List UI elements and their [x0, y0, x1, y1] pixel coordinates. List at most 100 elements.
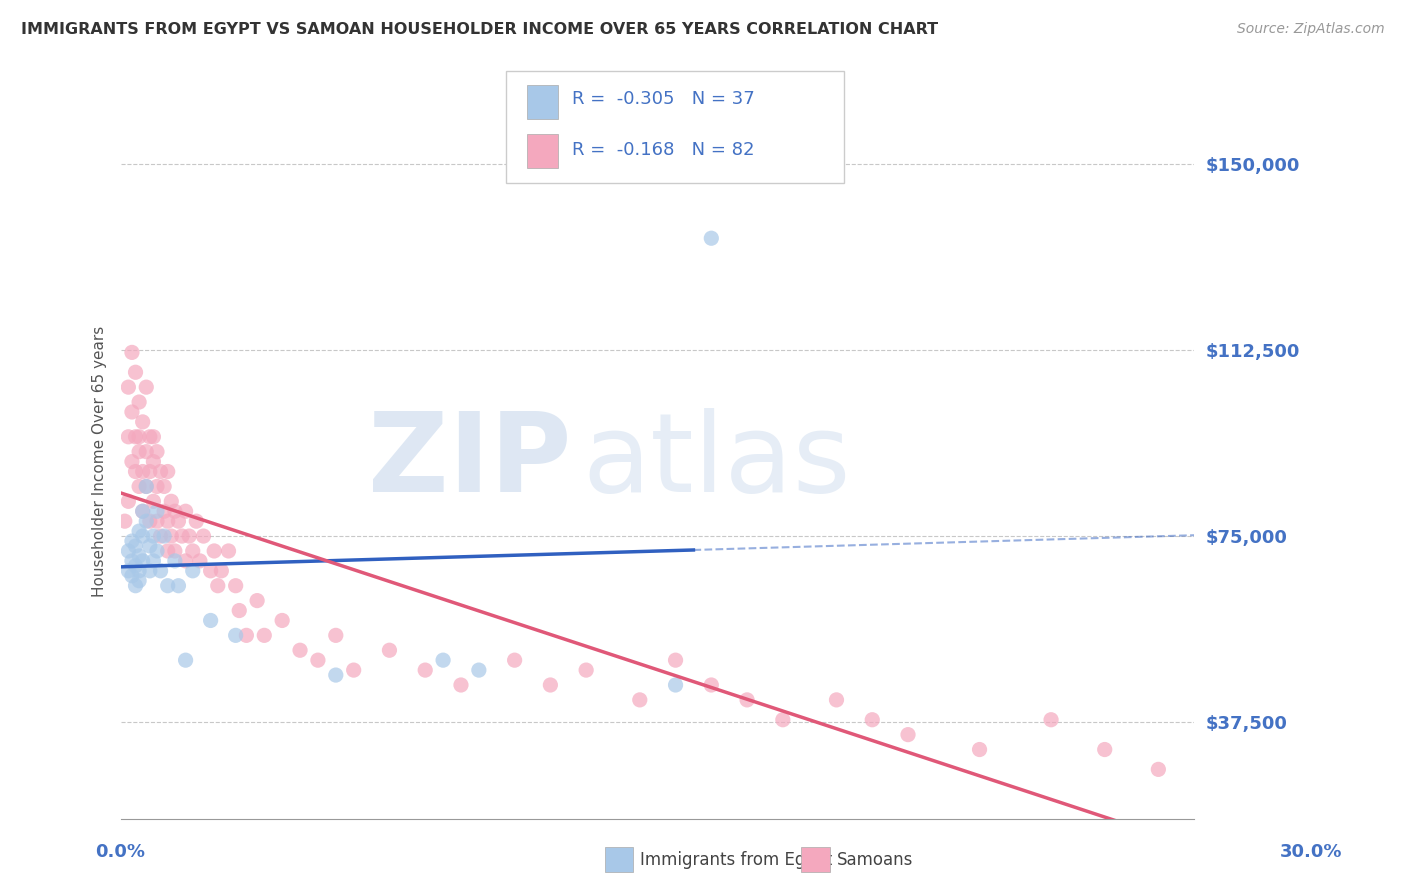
Point [128, 564, 150, 578]
Point [135, 479, 157, 493]
Point [413, 663, 436, 677]
Point [121, 454, 143, 468]
Point [167, 579, 190, 593]
Point [181, 544, 204, 558]
Point [139, 430, 162, 444]
Point [149, 465, 172, 479]
Point [193, 529, 215, 543]
Point [146, 514, 169, 528]
Point [128, 549, 150, 563]
Point [1147, 763, 1170, 777]
Point [160, 529, 183, 543]
Point [628, 693, 651, 707]
Text: ZIP: ZIP [368, 409, 572, 515]
Point [228, 603, 250, 617]
Point [139, 539, 162, 553]
Point [139, 514, 162, 528]
Point [128, 524, 150, 538]
Point [156, 465, 179, 479]
Point [117, 430, 139, 444]
Point [124, 558, 146, 573]
Point [131, 504, 153, 518]
Point [207, 579, 229, 593]
Point [121, 405, 143, 419]
Point [825, 693, 848, 707]
Point [146, 479, 169, 493]
Point [131, 554, 153, 568]
Text: R =  -0.305   N = 37: R = -0.305 N = 37 [572, 90, 755, 109]
Point [149, 564, 172, 578]
Point [121, 554, 143, 568]
Point [128, 479, 150, 493]
Point [124, 365, 146, 379]
Point [181, 564, 204, 578]
Text: R =  -0.168   N = 82: R = -0.168 N = 82 [572, 141, 755, 159]
Point [117, 494, 139, 508]
Point [128, 395, 150, 409]
Point [142, 430, 165, 444]
Point [131, 529, 153, 543]
Point [142, 529, 165, 543]
Point [153, 504, 176, 518]
Point [114, 514, 136, 528]
Point [343, 663, 366, 677]
Point [139, 465, 162, 479]
Point [1040, 713, 1063, 727]
Point [235, 628, 257, 642]
Point [202, 544, 225, 558]
Point [135, 380, 157, 394]
Point [128, 430, 150, 444]
Point [503, 653, 526, 667]
Point [271, 614, 294, 628]
Point [186, 514, 208, 528]
Point [325, 668, 347, 682]
Point [735, 693, 758, 707]
Point [142, 494, 165, 508]
Point [170, 529, 193, 543]
Point [135, 479, 157, 493]
Point [153, 479, 176, 493]
Point [142, 454, 165, 468]
Point [163, 554, 186, 568]
Point [163, 544, 186, 558]
Point [160, 494, 183, 508]
Point [121, 345, 143, 359]
Point [450, 678, 472, 692]
Point [188, 554, 211, 568]
Point [146, 504, 169, 518]
Point [124, 465, 146, 479]
Point [117, 564, 139, 578]
Point [121, 568, 143, 582]
Point [135, 514, 157, 528]
Point [772, 713, 794, 727]
Point [200, 614, 222, 628]
Point [288, 643, 311, 657]
Point [664, 653, 686, 667]
Point [325, 628, 347, 642]
Point [246, 593, 269, 607]
Point [700, 231, 723, 245]
Point [131, 415, 153, 429]
Point [128, 574, 150, 588]
Text: Source: ZipAtlas.com: Source: ZipAtlas.com [1237, 22, 1385, 37]
Point [131, 504, 153, 518]
Point [131, 465, 153, 479]
Point [253, 628, 276, 642]
Point [135, 444, 157, 458]
Text: 30.0%: 30.0% [1281, 843, 1343, 861]
Point [117, 380, 139, 394]
Point [139, 564, 162, 578]
Text: Samoans: Samoans [837, 851, 912, 869]
Point [179, 529, 201, 543]
Point [307, 653, 329, 667]
Point [209, 564, 232, 578]
Point [432, 653, 454, 667]
Point [142, 554, 165, 568]
Point [538, 678, 561, 692]
Point [124, 430, 146, 444]
Point [146, 444, 169, 458]
Point [174, 653, 197, 667]
Point [167, 514, 190, 528]
Y-axis label: Householder Income Over 65 years: Householder Income Over 65 years [93, 326, 107, 598]
Text: Immigrants from Egypt: Immigrants from Egypt [640, 851, 832, 869]
